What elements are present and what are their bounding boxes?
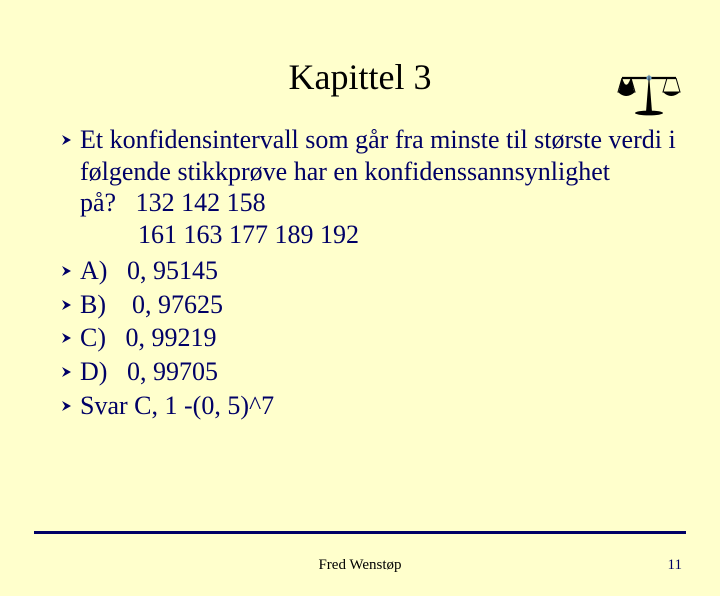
option-value: 0, 95145	[127, 256, 218, 285]
question-numbers-inline: 132 142 158	[136, 188, 266, 217]
bullet-arrow-icon	[60, 331, 74, 345]
scales-icon	[616, 68, 682, 116]
slide-body: Et konfidensintervall som går fra minste…	[0, 124, 720, 421]
option-d: D) 0, 99705	[60, 356, 686, 388]
bullet-arrow-icon	[60, 365, 74, 379]
option-value: 0, 99705	[127, 357, 218, 386]
question-numbers-line2: 161 163 177 189 192	[80, 219, 686, 251]
option-value: 0, 99219	[126, 323, 217, 352]
option-c: C) 0, 99219	[60, 322, 686, 354]
option-label: B)	[80, 290, 106, 319]
question-bullet: Et konfidensintervall som går fra minste…	[60, 124, 686, 251]
option-b: B) 0, 97625	[60, 289, 686, 321]
bullet-arrow-icon	[60, 133, 74, 147]
footer-divider	[34, 531, 686, 534]
footer-page-number: 11	[668, 557, 682, 574]
answer-text: Svar C, 1 -(0, 5)^7	[80, 390, 274, 422]
bullet-arrow-icon	[60, 264, 74, 278]
option-value: 0, 97625	[126, 290, 224, 319]
option-text: C) 0, 99219	[80, 322, 217, 354]
footer-author: Fred Wenstøp	[0, 557, 720, 574]
option-a: A) 0, 95145	[60, 255, 686, 287]
option-text: D) 0, 99705	[80, 356, 218, 388]
bullet-arrow-icon	[60, 298, 74, 312]
option-label: A)	[80, 256, 107, 285]
option-label: D)	[80, 357, 107, 386]
option-label: C)	[80, 323, 106, 352]
scales-logo	[616, 68, 682, 121]
question-text: Et konfidensintervall som går fra minste…	[80, 124, 686, 251]
bullet-arrow-icon	[60, 399, 74, 413]
option-text: B) 0, 97625	[80, 289, 223, 321]
option-text: A) 0, 95145	[80, 255, 218, 287]
slide-title: Kapittel 3	[0, 56, 720, 98]
answer-bullet: Svar C, 1 -(0, 5)^7	[60, 390, 686, 422]
